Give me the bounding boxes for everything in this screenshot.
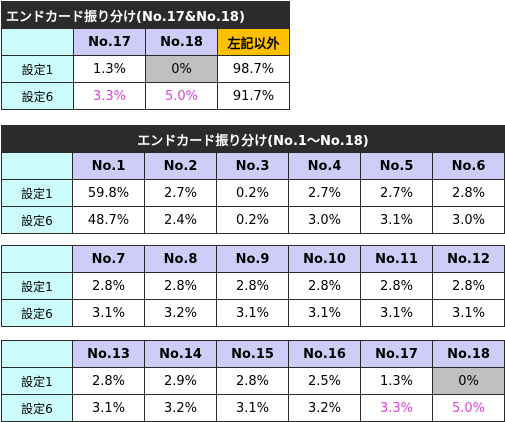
table-cell: 59.8% <box>72 179 145 207</box>
block1-corner-cell <box>1 152 73 180</box>
table-row: 設定6 3.1% 3.2% 3.1% 3.1% 3.1% 3.1% <box>1 299 505 327</box>
table-block-no13-no18: No.13 No.14 No.15 No.16 No.17 No.18 設定1 … <box>1 340 505 422</box>
table-cell: 2.8% <box>360 272 433 300</box>
table-cell: 2.7% <box>288 179 361 207</box>
table-cell: 0.2% <box>216 179 289 207</box>
table1-corner-cell <box>1 28 74 56</box>
table-cell: 1.3% <box>73 55 146 83</box>
header-cell: No.14 <box>144 340 217 368</box>
table1-header-other: 左記以外 <box>216 28 291 56</box>
table-cell: 3.0% <box>432 206 505 234</box>
row-label: 設定1 <box>1 272 73 300</box>
table1-header-no17: No.17 <box>73 28 146 56</box>
table-row: 設定6 3.1% 3.2% 3.1% 3.2% 3.3% 5.0% <box>1 394 505 422</box>
table-cell: 3.1% <box>432 299 505 327</box>
table-row: 設定1 2.8% 2.9% 2.8% 2.5% 1.3% 0% <box>1 367 505 395</box>
table-cell: 3.2% <box>288 394 361 422</box>
table-row: 設定1 2.8% 2.8% 2.8% 2.8% 2.8% 2.8% <box>1 272 505 300</box>
table-cell: 2.8% <box>72 367 145 395</box>
table-cell: 3.1% <box>72 394 145 422</box>
table-cell: 2.7% <box>144 179 217 207</box>
table-cell: 3.1% <box>360 299 433 327</box>
block3-corner-cell <box>1 340 73 368</box>
row-label: 設定6 <box>1 394 73 422</box>
row-label: 設定1 <box>1 367 73 395</box>
table2-title: エンドカード振り分け(No.1〜No.18) <box>1 125 505 153</box>
table-cell: 3.1% <box>288 299 361 327</box>
table-cell: 3.1% <box>216 394 289 422</box>
table-cell: 2.8% <box>432 179 505 207</box>
block2-corner-cell <box>1 245 73 273</box>
row-label: 設定6 <box>1 206 73 234</box>
table-cell: 0% <box>145 55 218 83</box>
table-cell: 2.8% <box>432 272 505 300</box>
header-cell: No.16 <box>288 340 361 368</box>
table-cell: 2.8% <box>288 272 361 300</box>
table-cell: 5.0% <box>145 82 218 110</box>
table-cell: 1.3% <box>360 367 433 395</box>
table-no1-no18: エンドカード振り分け(No.1〜No.18) No.1 No.2 No.3 No… <box>1 125 505 234</box>
header-cell: No.7 <box>72 245 145 273</box>
table-cell: 3.1% <box>360 206 433 234</box>
table-cell: 3.3% <box>73 82 146 110</box>
header-cell: No.2 <box>144 152 217 180</box>
row-label: 設定1 <box>1 179 73 207</box>
header-cell: No.18 <box>432 340 505 368</box>
header-cell: No.9 <box>216 245 289 273</box>
table-row: 設定6 48.7% 2.4% 0.2% 3.0% 3.1% 3.0% <box>1 206 505 234</box>
header-cell: No.6 <box>432 152 505 180</box>
table-cell: 91.7% <box>216 82 291 110</box>
header-cell: No.5 <box>360 152 433 180</box>
table-cell: 3.3% <box>360 394 433 422</box>
header-cell: No.12 <box>432 245 505 273</box>
table-row: 設定1 59.8% 2.7% 0.2% 2.7% 2.7% 2.8% <box>1 179 505 207</box>
table-cell: 2.7% <box>360 179 433 207</box>
header-cell: No.15 <box>216 340 289 368</box>
header-cell: No.3 <box>216 152 289 180</box>
table-block-no7-no12: No.7 No.8 No.9 No.10 No.11 No.12 設定1 2.8… <box>1 245 505 327</box>
table-cell: 5.0% <box>432 394 505 422</box>
table-cell: 48.7% <box>72 206 145 234</box>
table-cell: 0% <box>432 367 505 395</box>
table-cell: 2.8% <box>216 272 289 300</box>
row-label: 設定6 <box>1 299 73 327</box>
table-cell: 3.2% <box>144 299 217 327</box>
table-cell: 2.8% <box>72 272 145 300</box>
header-cell: No.8 <box>144 245 217 273</box>
table-cell: 2.9% <box>144 367 217 395</box>
table-cell: 2.8% <box>144 272 217 300</box>
table-cell: 2.5% <box>288 367 361 395</box>
header-cell: No.17 <box>360 340 433 368</box>
table-row: 設定6 3.3% 5.0% 91.7% <box>1 82 291 110</box>
table-no17-no18: エンドカード振り分け(No.17&No.18) No.17 No.18 左記以外… <box>0 1 291 110</box>
table1-header-no18: No.18 <box>145 28 218 56</box>
header-cell: No.1 <box>72 152 145 180</box>
table-cell: 3.1% <box>72 299 145 327</box>
table-row: 設定1 1.3% 0% 98.7% <box>1 55 291 83</box>
table-cell: 3.1% <box>216 299 289 327</box>
table-cell: 3.0% <box>288 206 361 234</box>
header-cell: No.11 <box>360 245 433 273</box>
table1-title: エンドカード振り分け(No.17&No.18) <box>0 1 291 29</box>
table-cell: 3.2% <box>144 394 217 422</box>
header-cell: No.13 <box>72 340 145 368</box>
table-cell: 98.7% <box>216 55 291 83</box>
header-cell: No.10 <box>288 245 361 273</box>
row-label: 設定6 <box>1 82 74 110</box>
header-cell: No.4 <box>288 152 361 180</box>
table-cell: 2.8% <box>216 367 289 395</box>
table-cell: 0.2% <box>216 206 289 234</box>
table-cell: 2.4% <box>144 206 217 234</box>
row-label: 設定1 <box>1 55 74 83</box>
